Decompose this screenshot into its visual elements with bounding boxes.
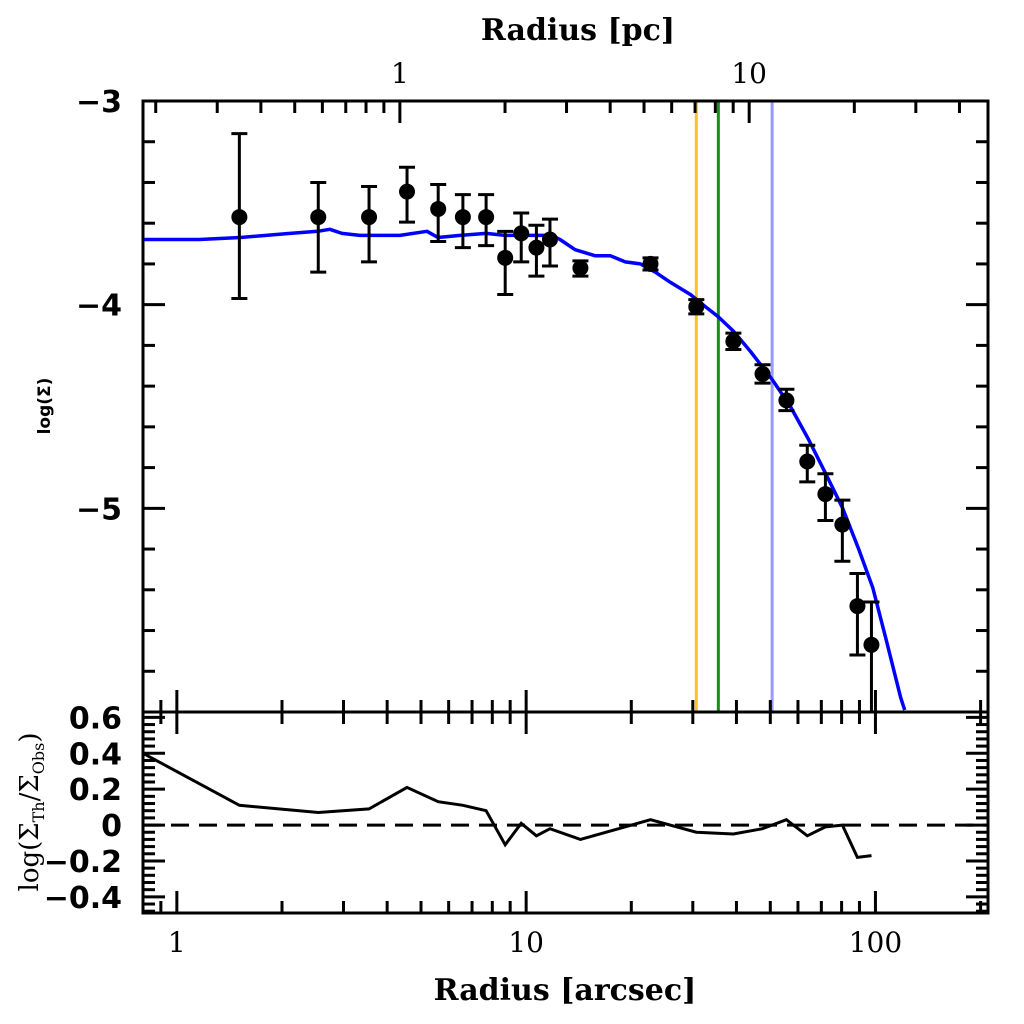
y-tick-label-profile: −4: [76, 289, 122, 324]
data-point-3: [399, 165, 416, 224]
observed-points-group: [231, 132, 880, 712]
residual-curve: [143, 751, 872, 860]
point-marker: [863, 636, 880, 653]
data-point-19: [834, 498, 851, 563]
point-marker: [478, 209, 495, 226]
data-point-16: [778, 387, 795, 413]
axis-frames: [141, 99, 990, 915]
y-axis-title-residual: log(ΣTh/ΣObs): [15, 732, 48, 891]
data-point-21: [863, 600, 880, 712]
point-marker: [817, 486, 834, 503]
x-tick-label: 100: [849, 926, 902, 959]
x-tick-label: 1: [168, 926, 186, 959]
data-point-13: [688, 298, 705, 316]
x-axis-title: Radius [arcsec]: [434, 973, 697, 1008]
top-tick-label: 10: [731, 57, 767, 90]
y-tick-label-residual: 0.4: [69, 737, 122, 772]
point-marker: [642, 255, 659, 272]
point-marker: [688, 298, 705, 315]
residual-panel-frame: [141, 710, 990, 915]
point-marker: [834, 516, 851, 533]
ylabel-res-sub2: Obs: [29, 743, 48, 775]
data-point-5: [454, 193, 471, 250]
data-point-1: [310, 180, 327, 274]
y-tick-label-residual: 0: [101, 809, 122, 844]
vertical-lines: [694, 101, 774, 712]
axis-ticks: [141, 99, 988, 913]
ylabel-res-suffix: ): [15, 732, 45, 742]
point-marker: [454, 209, 471, 226]
y-axis-title-profile: log(Σ): [35, 378, 55, 435]
ylabel-res-prefix: log(Σ: [15, 822, 45, 891]
y-tick-label-residual: 0.6: [69, 701, 122, 736]
data-point-4: [430, 183, 447, 244]
tick-labels: 1 10 1 10 100 −3 −4 −5 0.60.40.20−0.2−0.4: [44, 57, 902, 959]
y-tick-label-residual: −0.2: [44, 845, 122, 880]
data-point-0: [231, 132, 248, 301]
top-tick-label: 1: [391, 57, 409, 90]
data-point-9: [528, 223, 545, 278]
point-marker: [849, 598, 866, 615]
data-point-10: [541, 217, 558, 268]
point-marker: [513, 225, 530, 242]
profile-panel-frame: [141, 99, 990, 714]
model-curve: [143, 227, 907, 711]
y-tick-label-residual: 0.2: [69, 773, 122, 808]
data-point-8: [513, 211, 530, 264]
residual-curve-group: [143, 751, 872, 860]
data-point-14: [725, 331, 742, 351]
data-point-6: [478, 193, 495, 248]
ylabel-res-mid: /Σ: [15, 774, 45, 801]
point-marker: [541, 231, 558, 248]
data-point-12: [642, 255, 659, 272]
point-marker: [754, 365, 771, 382]
data-point-20: [849, 572, 866, 657]
point-marker: [361, 209, 378, 226]
x-tick-label: 10: [508, 926, 544, 959]
point-marker: [778, 392, 795, 409]
point-marker: [528, 239, 545, 256]
point-marker: [430, 200, 447, 217]
model-curve-group: [143, 227, 907, 711]
point-marker: [231, 209, 248, 226]
y-tick-label-profile: −5: [76, 492, 122, 527]
data-point-2: [361, 185, 378, 264]
point-marker: [572, 260, 589, 277]
point-marker: [497, 249, 514, 266]
data-point-17: [799, 443, 816, 484]
ylabel-res-sub1: Th: [29, 801, 48, 822]
data-point-15: [754, 363, 771, 385]
point-marker: [725, 333, 742, 350]
y-tick-label-residual: −0.4: [44, 881, 122, 916]
data-point-7: [497, 229, 514, 296]
point-marker: [399, 183, 416, 200]
data-point-18: [817, 472, 834, 523]
point-marker: [310, 209, 327, 226]
point-marker: [799, 453, 816, 470]
top-axis-title: Radius [pc]: [481, 13, 675, 48]
data-point-11: [572, 259, 589, 278]
y-tick-label-profile: −3: [76, 85, 122, 120]
